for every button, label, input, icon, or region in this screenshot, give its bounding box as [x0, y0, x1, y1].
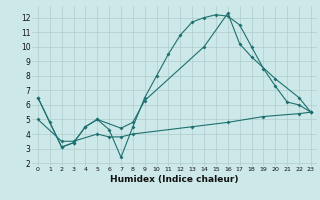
- X-axis label: Humidex (Indice chaleur): Humidex (Indice chaleur): [110, 175, 239, 184]
